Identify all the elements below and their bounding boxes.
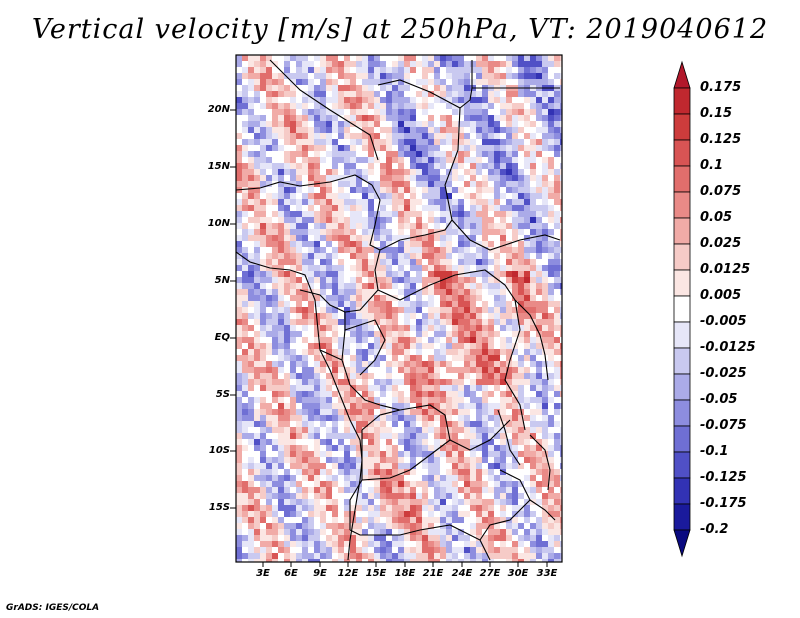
border-path	[349, 529, 421, 536]
colorbar-bin	[673, 477, 691, 505]
colorbar-bin	[673, 425, 691, 453]
border-path	[479, 469, 531, 541]
border-path	[451, 219, 561, 251]
border-path	[344, 319, 386, 376]
colorbar-label: -0.005	[700, 314, 747, 329]
colorbar-bin	[673, 165, 691, 193]
border-path	[379, 219, 453, 251]
colorbar-label: -0.0125	[700, 340, 756, 355]
colorbar-label: -0.125	[700, 470, 747, 485]
border-path	[319, 349, 401, 411]
colorbar-bin	[673, 451, 691, 479]
border-path	[459, 60, 473, 109]
coastline-path	[235, 251, 363, 561]
colorbar-bin	[673, 243, 691, 271]
colorbar-bin	[673, 321, 691, 349]
lon-label: 24E	[451, 568, 473, 579]
border-path	[529, 499, 556, 521]
border-path	[235, 174, 373, 191]
colorbar-label: 0.05	[700, 210, 733, 225]
border-path	[361, 439, 451, 481]
lon-label: 12E	[337, 568, 359, 579]
border-path	[361, 409, 401, 431]
colorbar-bin	[673, 269, 691, 297]
colorbar-label: 0.0125	[700, 262, 751, 277]
colorbar-bin	[673, 399, 691, 427]
colorbar-bin	[673, 347, 691, 375]
lon-label: 33E	[536, 568, 558, 579]
lat-label: 10N	[207, 218, 230, 229]
lon-label: 30E	[507, 568, 529, 579]
lon-label: 21E	[422, 568, 444, 579]
colorbar-label: -0.175	[700, 496, 747, 511]
colorbar-label: 0.15	[700, 106, 733, 121]
colorbar-bin	[673, 60, 691, 89]
colorbar-label: -0.05	[700, 392, 738, 407]
lat-label: 15N	[207, 161, 230, 172]
lon-label: 9E	[313, 568, 327, 579]
grads-credit: GrADS: IGES/COLA	[6, 603, 100, 613]
lon-label: 15E	[365, 568, 387, 579]
colorbar-bin	[673, 113, 691, 141]
lake-path	[497, 409, 521, 466]
velocity-field	[236, 55, 562, 562]
colorbar	[673, 60, 691, 558]
lat-label: 5S	[215, 389, 230, 400]
lat-label: 15S	[208, 502, 230, 513]
colorbar-label: 0.025	[700, 236, 742, 251]
lon-label: 3E	[256, 568, 270, 579]
border-path	[504, 299, 526, 431]
border-path	[377, 269, 516, 301]
colorbar-bin	[673, 87, 691, 115]
lat-label: 10S	[208, 445, 230, 456]
colorbar-label: 0.175	[700, 80, 742, 95]
border-path	[369, 184, 381, 251]
lake-path	[529, 434, 551, 491]
colorbar-label: -0.025	[700, 366, 747, 381]
lat-label: 5N	[214, 275, 230, 286]
colorbar-label: 0.005	[700, 288, 742, 303]
lat-label: 20N	[207, 104, 230, 115]
lon-label: 27E	[479, 568, 501, 579]
map-title: Vertical velocity [m/s] at 250hPa, VT: 2…	[31, 14, 769, 45]
axis-ticks	[230, 109, 548, 567]
colorbar-bin	[673, 295, 691, 323]
colorbar-label: -0.1	[700, 444, 729, 459]
colorbar-label: -0.2	[700, 522, 729, 537]
colorbar-bin	[673, 373, 691, 401]
colorbar-label: 0.125	[700, 132, 742, 147]
lat-label: EQ	[214, 332, 230, 343]
lake-path	[514, 299, 549, 381]
lon-label: 6E	[284, 568, 298, 579]
colorbar-label: -0.075	[700, 418, 747, 433]
colorbar-label: 0.075	[700, 184, 742, 199]
border-path	[419, 524, 491, 561]
colorbar-bin	[673, 191, 691, 219]
colorbar-bin	[673, 139, 691, 167]
map-frame	[235, 54, 563, 563]
country-borders	[235, 59, 561, 561]
colorbar-bin	[673, 529, 691, 558]
colorbar-label: 0.1	[700, 158, 724, 173]
lon-label: 18E	[394, 568, 416, 579]
colorbar-bin	[673, 503, 691, 531]
border-path	[299, 289, 346, 361]
colorbar-bin	[673, 217, 691, 245]
border-path	[269, 59, 379, 161]
